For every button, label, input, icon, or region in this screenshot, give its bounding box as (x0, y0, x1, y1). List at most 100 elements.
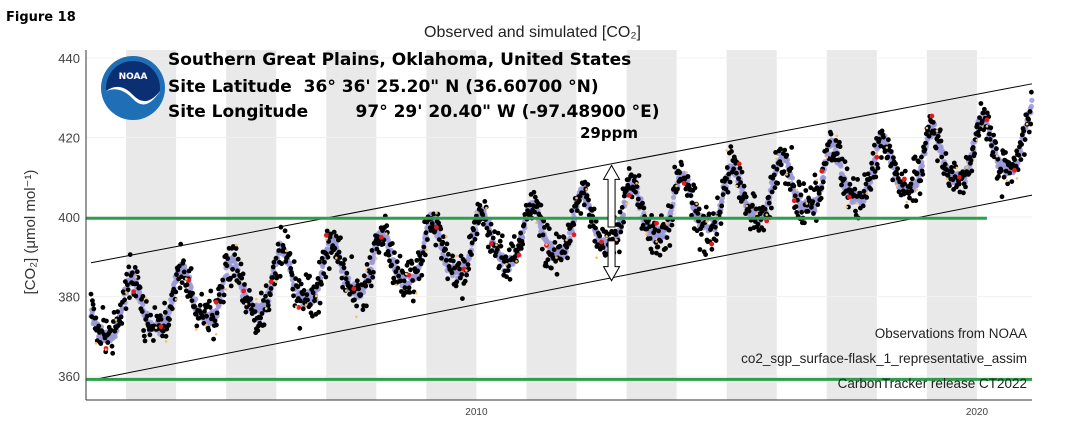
point-observed-825 (666, 227, 672, 233)
point-not-assimilated-23 (325, 238, 328, 241)
point-observed-47 (121, 290, 127, 295)
point-observed-984 (778, 146, 783, 152)
point-observed-390 (361, 273, 367, 279)
point-observed-749 (613, 232, 619, 237)
point-rejected-19 (626, 192, 632, 198)
point-observed-944 (750, 202, 755, 208)
point-observed-661 (551, 247, 557, 253)
point-observed-234 (252, 309, 258, 314)
point-not-assimilated-72 (815, 178, 819, 182)
point-not-assimilated-58 (675, 184, 678, 188)
point-observed-1283 (987, 137, 993, 142)
point-observed-329 (319, 281, 324, 287)
point-observed-264 (273, 255, 279, 261)
point-observed-51 (124, 271, 130, 277)
point-observed-837 (675, 186, 680, 192)
point-observed-694 (574, 208, 580, 214)
point-observed-1177 (913, 198, 919, 204)
point-observed-989 (781, 169, 787, 175)
point-simulated-182 (188, 284, 194, 290)
point-observed-465 (414, 258, 420, 263)
point-observed-1125 (876, 136, 882, 142)
point-observed-567 (485, 244, 491, 250)
point-observed-1202 (930, 119, 936, 125)
point-observed-398 (367, 255, 373, 260)
point-observed-1204 (932, 128, 938, 134)
point-observed-935 (743, 194, 749, 200)
point-observed-348 (332, 245, 338, 251)
point-observed-1161 (902, 181, 907, 187)
point-observed-337 (324, 228, 330, 234)
point-observed-53 (125, 287, 131, 293)
point-observed-536 (464, 272, 469, 278)
point-observed-534 (462, 278, 468, 284)
point-observed-507 (443, 257, 449, 263)
point-observed-480 (425, 237, 430, 242)
point-observed-572 (489, 248, 495, 254)
point-observed-1208 (935, 158, 940, 164)
point-observed-359 (340, 284, 345, 290)
point-rejected-6 (268, 279, 274, 285)
point-observed-1138 (886, 137, 891, 143)
point-observed-1196 (926, 133, 932, 139)
point-observed-477 (422, 252, 428, 258)
point-observed-1340 (1027, 109, 1033, 114)
point-observed-445 (400, 270, 406, 275)
point-observed-1076 (842, 159, 848, 165)
point-observed-985 (778, 162, 784, 168)
point-observed-438 (395, 265, 401, 271)
point-observed-515 (449, 270, 455, 276)
point-observed-425 (386, 252, 392, 258)
point-observed-718 (591, 206, 597, 212)
point-observed-1318 (1012, 157, 1017, 163)
point-observed-143 (188, 266, 194, 271)
point-observed-1187 (920, 171, 926, 177)
point-observed-288 (290, 286, 296, 292)
point-observed-458 (409, 261, 415, 266)
point-not-assimilated-26 (355, 315, 358, 319)
point-observed-857 (689, 213, 694, 218)
point-rejected-20 (654, 220, 659, 226)
point-observed-441 (397, 253, 403, 259)
point-observed-298 (297, 325, 303, 331)
point-observed-1006 (793, 204, 799, 210)
point-observed-921 (734, 170, 739, 176)
point-not-assimilated-93 (1025, 122, 1029, 126)
point-observed-74 (140, 293, 146, 299)
point-observed-455 (407, 290, 413, 295)
y-tick-420: 420 (58, 131, 80, 146)
point-observed-43 (118, 314, 124, 320)
point-observed-1214 (939, 154, 945, 160)
point-observed-116 (169, 306, 175, 312)
point-not-assimilated-25 (345, 289, 348, 292)
point-observed-317 (310, 290, 316, 296)
point-observed-190 (221, 292, 227, 298)
point-observed-708 (584, 193, 590, 199)
point-not-assimilated-12 (214, 333, 218, 336)
point-observed-967 (766, 194, 771, 200)
point-observed-709 (585, 182, 591, 187)
point-observed-820 (663, 246, 668, 251)
point-observed-100 (158, 316, 164, 322)
point-observed-980 (775, 180, 781, 186)
point-observed-211 (236, 280, 242, 285)
point-observed-1140 (887, 143, 893, 149)
point-observed-651 (544, 222, 550, 228)
point-observed-871 (699, 232, 704, 237)
point-observed-726 (597, 233, 603, 239)
point-observed-137 (184, 282, 190, 288)
point-not-assimilated-13 (224, 288, 228, 291)
point-observed-1122 (874, 161, 880, 167)
point-observed-538 (465, 262, 471, 267)
point-observed-487 (429, 221, 435, 226)
point-not-assimilated-73 (825, 156, 829, 159)
point-observed-456 (408, 267, 413, 273)
point-observed-231 (250, 302, 256, 308)
point-observed-613 (518, 230, 523, 236)
point-not-assimilated-15 (244, 302, 248, 306)
point-observed-1303 (1001, 174, 1007, 180)
point-observed-169 (207, 298, 212, 304)
point-observed-1120 (873, 174, 879, 180)
point-observed-393 (364, 303, 369, 309)
point-not-assimilated-59 (685, 171, 688, 174)
